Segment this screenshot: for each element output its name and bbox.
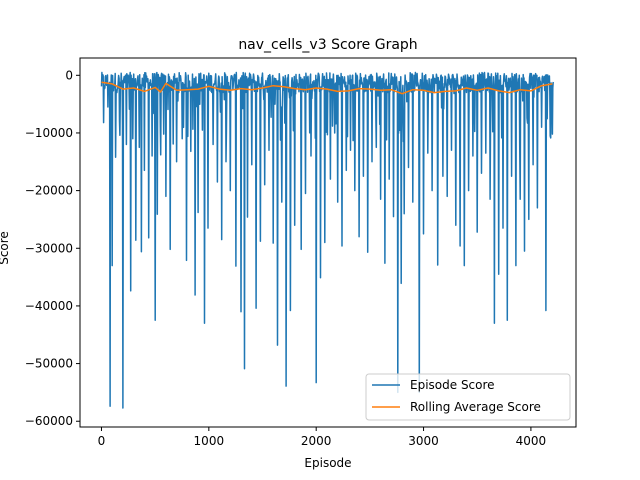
legend-label-episode-score: Episode Score [410, 378, 495, 392]
axes: 0 1000 2000 3000 4000 0 −10000 −20000 −30000 −400… [25, 57, 577, 448]
series-episode-score [100, 71, 554, 409]
x-axis-label: Episode [304, 456, 351, 470]
x-tick-label: 4000 [516, 434, 547, 448]
y-tick-label: 0 [65, 68, 73, 82]
chart-title: nav_cells_v3 Score Graph [238, 37, 417, 53]
axes-frame [79, 57, 577, 428]
y-axis-label: Score [0, 231, 11, 265]
y-tick-label: −30000 [25, 241, 73, 255]
series-rolling-average-score [101, 81, 553, 95]
y-tick-label: −60000 [25, 414, 73, 428]
y-tick-label: −40000 [25, 299, 73, 313]
legend-box [365, 373, 571, 421]
x-tick-label: 2000 [301, 434, 332, 448]
plot-area [100, 71, 554, 409]
x-tick-label: 0 [98, 434, 106, 448]
y-tick-label: −20000 [25, 184, 73, 198]
legend-label-rolling-average: Rolling Average Score [410, 400, 541, 414]
x-tick-label: 3000 [408, 434, 439, 448]
y-tick-label: −50000 [25, 357, 73, 371]
x-tick-label: 1000 [194, 434, 225, 448]
y-tick-label: −10000 [25, 126, 73, 140]
legend: Episode Score Rolling Average Score [365, 373, 571, 421]
